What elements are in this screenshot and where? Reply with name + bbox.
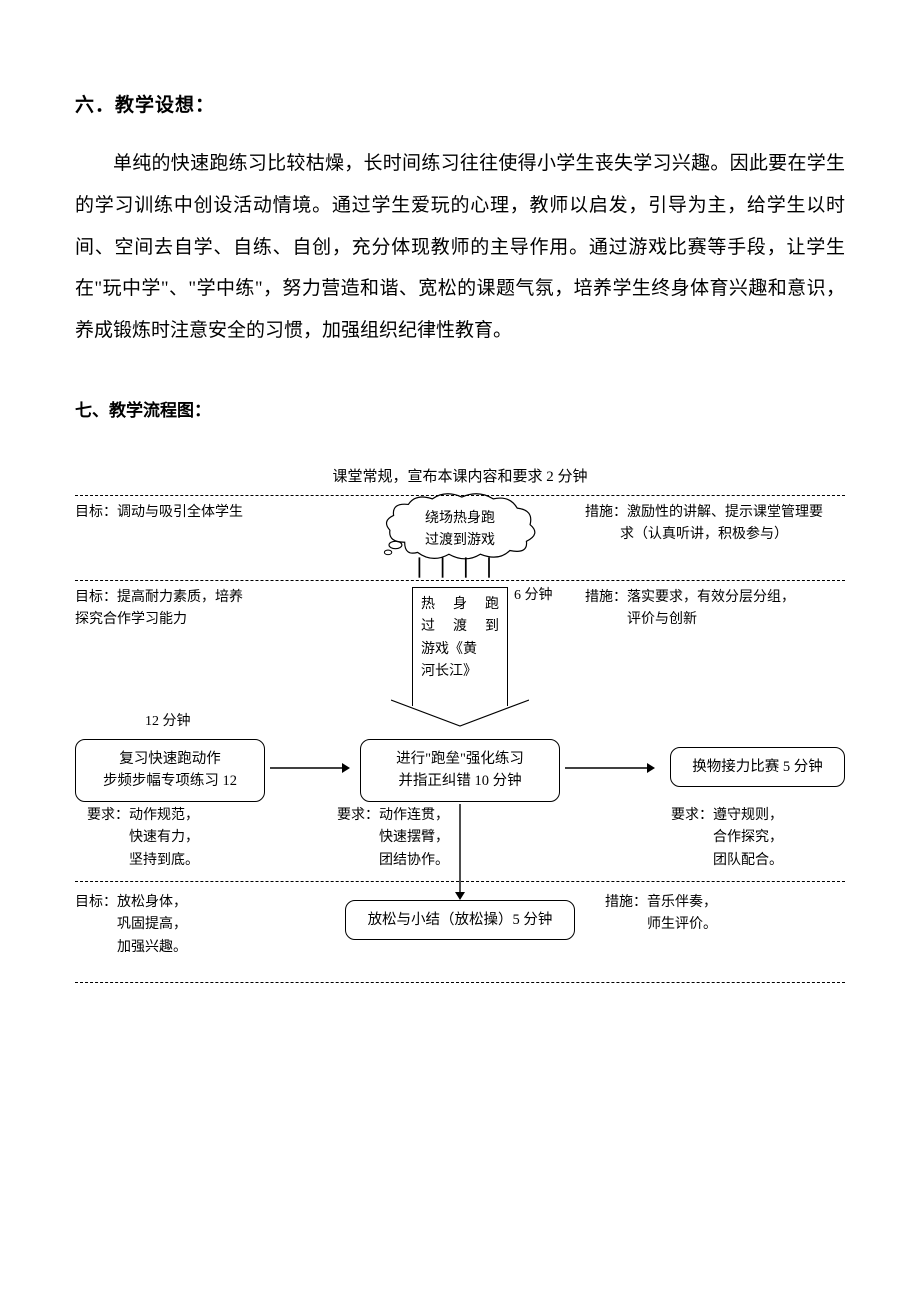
text: 措施：激励性的讲解、提示课堂管理要	[585, 502, 845, 524]
block2-measure: 措施：落实要求，有效分层分组， 评价与创新	[585, 587, 845, 632]
text: 河长江》	[421, 661, 499, 683]
text: 加强兴趣。	[75, 937, 255, 959]
req-right: 要求：遵守规则， 合作探究， 团队配合。	[671, 805, 841, 872]
text: 游戏《黄	[421, 639, 499, 661]
text: 师生评价。	[605, 914, 845, 936]
cloud-line2: 过渡到游戏	[401, 530, 519, 552]
section-6-body: 单纯的快速跑练习比较枯燥，长时间练习往往使得小学生丧失学习兴趣。因此要在学生的学…	[75, 143, 845, 352]
box-relax: 放松与小结（放松操）5 分钟	[345, 900, 575, 940]
flow-block-1: 目标：调动与吸引全体学生 绕场热身跑 过渡到游戏	[75, 496, 845, 580]
text: 热 身 跑	[421, 594, 499, 616]
text: 放松与小结（放松操）5 分钟	[358, 909, 562, 931]
cloud-rain-icon	[420, 563, 500, 579]
box-review: 复习快速跑动作 步频步幅专项练习 12	[75, 739, 265, 802]
text: 目标：调动与吸引全体学生	[75, 505, 243, 520]
text: 过 渡 到	[421, 616, 499, 638]
text: 并指正纠错 10 分钟	[373, 770, 547, 792]
box-relay: 换物接力比赛 5 分钟	[670, 747, 845, 787]
box-drill: 进行"跑垒"强化练习 并指正纠错 10 分钟	[360, 739, 560, 802]
text: 团结协作。	[337, 850, 537, 872]
arrow-down-icon	[454, 804, 466, 900]
text: 团队配合。	[671, 850, 841, 872]
chevron-down-icon	[391, 698, 529, 728]
text: 复习快速跑动作	[88, 748, 252, 770]
block3-measure: 措施：音乐伴奏， 师生评价。	[605, 892, 845, 937]
text: 要求：动作规范，	[87, 805, 277, 827]
flow-boxes-row: 复习快速跑动作 步频步幅专项练习 12 进行"跑垒"强化练习 并指正纠错 10 …	[75, 739, 845, 797]
block1-goal: 目标：调动与吸引全体学生	[75, 502, 275, 524]
cloud-line1: 绕场热身跑	[401, 508, 519, 530]
text: 步频步幅专项练习 12	[88, 770, 252, 792]
flow-top-title: 课堂常规，宣布本课内容和要求 2 分钟	[75, 465, 845, 489]
flow-block-2-top: 目标：提高耐力素质，培养 探究合作学习能力 6 分钟 热 身 跑 过 渡 到 游…	[75, 581, 845, 731]
block1-measure: 措施：激励性的讲解、提示课堂管理要 求（认真听讲，积极参与）	[585, 502, 845, 547]
cloud-node: 绕场热身跑 过渡到游戏	[395, 498, 525, 563]
text: 目标：放松身体，	[75, 892, 255, 914]
text: 探究合作学习能力	[75, 609, 275, 631]
text: 要求：动作连贯，	[337, 805, 537, 827]
text: 巩固提高，	[75, 914, 255, 936]
text: 措施：落实要求，有效分层分组，	[585, 587, 845, 609]
block3-goal: 目标：放松身体， 巩固提高， 加强兴趣。	[75, 892, 255, 959]
flow-block-3: 目标：放松身体， 巩固提高， 加强兴趣。 放松与小结（放松操）5 分钟 措施：音…	[75, 882, 845, 982]
text: 合作探究，	[671, 827, 841, 849]
text: 快速有力，	[87, 827, 277, 849]
time-12min: 12 分钟	[145, 711, 191, 733]
text: 要求：遵守规则，	[671, 805, 841, 827]
section-7-heading: 七、教学流程图：	[75, 396, 845, 421]
text: 评价与创新	[585, 609, 845, 631]
text: 求（认真听讲，积极参与）	[585, 524, 845, 546]
text: 进行"跑垒"强化练习	[373, 748, 547, 770]
flowchart: 课堂常规，宣布本课内容和要求 2 分钟 目标：调动与吸引全体学生 绕场热身跑 过…	[75, 465, 845, 983]
req-mid: 要求：动作连贯， 快速摆臂， 团结协作。	[337, 805, 537, 872]
text: 措施：音乐伴奏，	[605, 892, 845, 914]
chevron-node: 热 身 跑 过 渡 到 游戏《黄 河长江》	[412, 587, 508, 706]
divider	[75, 982, 845, 983]
req-left: 要求：动作规范， 快速有力， 坚持到底。	[87, 805, 277, 872]
arrow-right-icon	[270, 768, 350, 770]
text: 坚持到底。	[87, 850, 277, 872]
text: 目标：提高耐力素质，培养	[75, 587, 275, 609]
arrow-right-icon	[565, 768, 655, 770]
section-6-heading: 六．教学设想：	[75, 90, 845, 117]
block2-goal: 目标：提高耐力素质，培养 探究合作学习能力	[75, 587, 275, 632]
text: 换物接力比赛 5 分钟	[683, 756, 832, 778]
text: 快速摆臂，	[337, 827, 537, 849]
time-6min: 6 分钟	[514, 585, 553, 607]
